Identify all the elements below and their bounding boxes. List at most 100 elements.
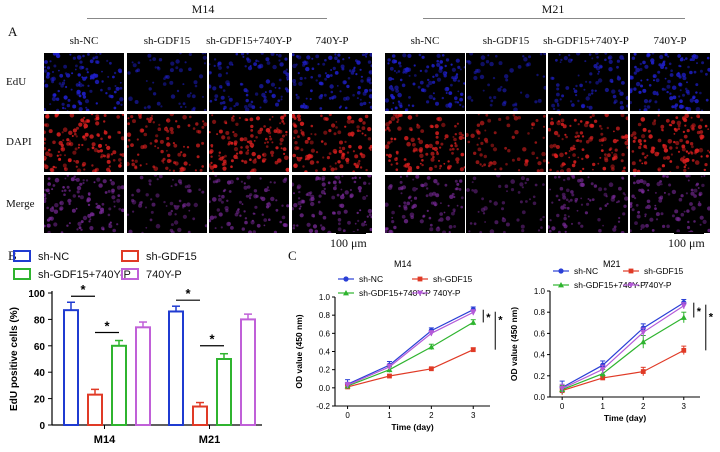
cell-nucleus bbox=[103, 120, 106, 123]
cell-nucleus bbox=[163, 200, 166, 204]
cell-nucleus bbox=[618, 216, 621, 220]
cell-nucleus bbox=[696, 148, 699, 152]
x-tick-label: 3 bbox=[471, 411, 476, 420]
cell-nucleus bbox=[228, 190, 232, 193]
cell-nucleus bbox=[449, 148, 452, 151]
cell-nucleus bbox=[255, 136, 258, 139]
cell-nucleus bbox=[95, 202, 98, 206]
cell-nucleus bbox=[121, 153, 125, 157]
cell-nucleus bbox=[635, 67, 640, 73]
cell-nucleus bbox=[356, 125, 360, 129]
cell-nucleus bbox=[505, 162, 508, 166]
cell-nucleus bbox=[279, 220, 282, 224]
cell-nucleus bbox=[361, 126, 366, 131]
cell-nucleus bbox=[363, 181, 367, 185]
micrograph-m21-edu-2 bbox=[465, 50, 548, 113]
cell-nucleus bbox=[282, 134, 285, 138]
cell-nucleus bbox=[471, 189, 474, 192]
cell-nucleus bbox=[600, 137, 605, 141]
cell-nucleus bbox=[271, 94, 274, 97]
cell-nucleus bbox=[478, 137, 480, 140]
cell-nucleus bbox=[324, 58, 327, 62]
cell-nucleus bbox=[388, 129, 391, 132]
cell-nucleus bbox=[560, 58, 563, 62]
cell-nucleus bbox=[559, 98, 562, 101]
cell-nucleus bbox=[192, 217, 196, 221]
cell-nucleus bbox=[259, 106, 262, 109]
cell-nucleus bbox=[642, 127, 647, 132]
cell-nucleus bbox=[459, 97, 463, 102]
cell-nucleus bbox=[311, 67, 315, 70]
cell-nucleus bbox=[543, 114, 546, 118]
micrograph-m21-dapi-2 bbox=[464, 113, 546, 173]
cell-nucleus bbox=[362, 121, 366, 125]
cell-nucleus bbox=[99, 52, 102, 55]
cell-nucleus bbox=[441, 54, 445, 57]
cell-nucleus bbox=[367, 127, 372, 132]
cell-nucleus bbox=[679, 58, 684, 62]
cell-nucleus bbox=[77, 73, 81, 77]
cell-nucleus bbox=[525, 93, 530, 99]
cell-nucleus bbox=[618, 186, 622, 191]
cell-nucleus bbox=[542, 159, 546, 163]
cell-nucleus bbox=[461, 105, 465, 108]
cell-nucleus bbox=[643, 99, 649, 104]
cell-nucleus bbox=[621, 169, 626, 174]
cell-nucleus bbox=[305, 66, 310, 72]
cell-nucleus bbox=[197, 130, 202, 134]
cell-nucleus bbox=[550, 76, 554, 80]
cell-nucleus bbox=[297, 72, 300, 75]
cell-nucleus bbox=[397, 92, 402, 98]
cell-nucleus bbox=[242, 55, 245, 58]
cell-nucleus bbox=[660, 65, 665, 69]
cell-nucleus bbox=[517, 116, 521, 120]
cell-nucleus bbox=[447, 204, 450, 207]
cell-nucleus bbox=[113, 200, 116, 203]
cell-nucleus bbox=[516, 218, 520, 222]
cell-nucleus bbox=[216, 208, 220, 212]
cell-nucleus bbox=[174, 161, 179, 166]
cell-nucleus bbox=[643, 105, 647, 108]
x-tick-label: 2 bbox=[429, 411, 434, 420]
cell-nucleus bbox=[668, 123, 672, 127]
cell-nucleus bbox=[170, 130, 174, 135]
cell-nucleus bbox=[323, 93, 327, 97]
cell-nucleus bbox=[297, 197, 301, 200]
y-tick-label: -0.2 bbox=[316, 402, 330, 411]
cell-nucleus bbox=[283, 152, 286, 155]
cell-nucleus bbox=[536, 156, 539, 160]
cell-nucleus bbox=[407, 115, 413, 120]
cell-nucleus bbox=[531, 151, 535, 156]
cell-nucleus bbox=[576, 198, 579, 200]
cell-nucleus bbox=[265, 128, 271, 133]
cell-nucleus bbox=[333, 132, 337, 136]
cell-nucleus bbox=[637, 139, 642, 143]
cell-nucleus bbox=[334, 184, 337, 187]
cell-nucleus bbox=[444, 183, 448, 187]
cell-nucleus bbox=[444, 137, 446, 140]
cell-nucleus bbox=[470, 99, 474, 102]
cell-nucleus bbox=[637, 122, 642, 127]
cell-nucleus bbox=[654, 207, 657, 210]
cell-nucleus bbox=[59, 153, 62, 157]
cell-nucleus bbox=[677, 54, 682, 58]
cell-nucleus bbox=[432, 92, 435, 95]
cell-nucleus bbox=[236, 177, 239, 181]
cell-nucleus bbox=[697, 115, 701, 119]
cell-nucleus bbox=[403, 219, 409, 224]
legend-label-2: sh-GDF15 bbox=[644, 266, 683, 276]
cell-nucleus bbox=[540, 226, 543, 229]
cell-nucleus bbox=[53, 64, 57, 68]
cell-nucleus bbox=[620, 159, 624, 163]
cell-nucleus bbox=[684, 124, 687, 127]
cell-nucleus bbox=[209, 215, 215, 220]
cell-nucleus bbox=[85, 67, 89, 71]
cell-nucleus bbox=[393, 137, 397, 141]
cell-nucleus bbox=[694, 160, 700, 165]
cell-nucleus bbox=[577, 74, 580, 77]
cell-nucleus bbox=[492, 160, 497, 166]
cell-nucleus bbox=[487, 118, 492, 123]
cell-nucleus bbox=[75, 165, 78, 168]
cell-nucleus bbox=[422, 215, 425, 218]
cell-nucleus bbox=[119, 81, 122, 84]
